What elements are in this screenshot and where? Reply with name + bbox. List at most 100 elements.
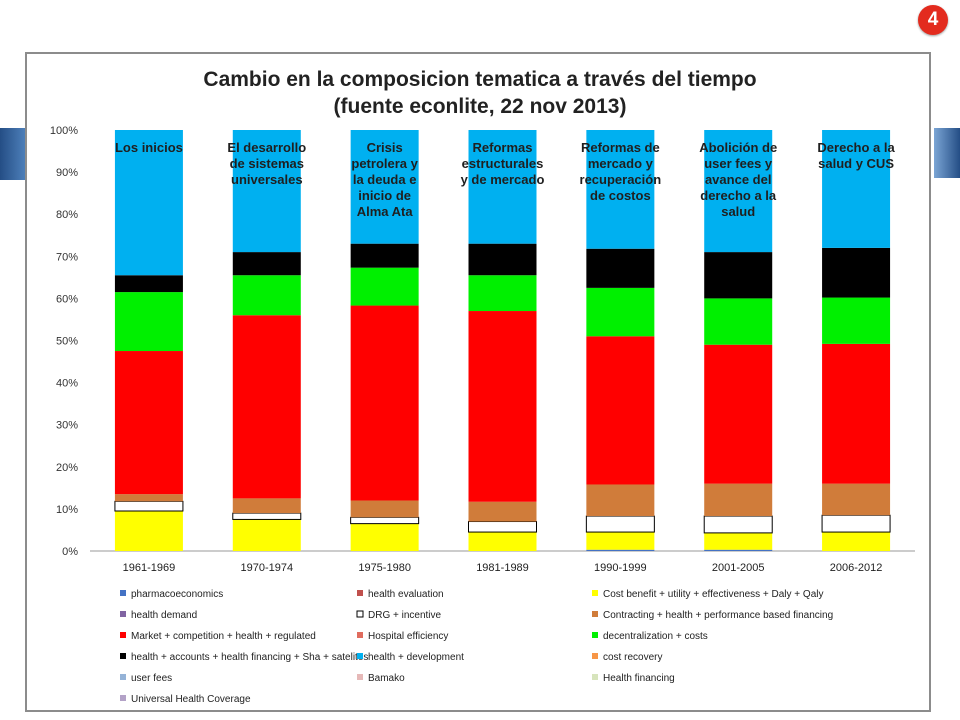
y-tick-label: 60% [56,293,78,305]
y-tick-label: 0% [62,546,78,558]
bar-segment [232,519,301,551]
legend-label: health + development [368,652,464,663]
chart-subtitle: (fuente econlite, 22 nov 2013) [333,95,627,118]
legend-swatch [356,610,364,618]
bar-segment [704,298,773,345]
bar-segment [468,311,537,502]
bar-segment [586,287,655,337]
y-tick-label: 50% [56,336,78,348]
legend-swatch [120,674,126,680]
x-tick-label: 1970-1974 [240,562,293,574]
bar-segment [114,130,183,276]
bar-segment [704,130,773,253]
chart-title: Cambio en la composicion tematica a trav… [203,68,757,91]
bar-segment [350,305,419,501]
legend-label: DRG + incentive [368,610,442,621]
period-annotation: Derecho a la salud y CUS [817,140,895,171]
bar-segment [114,275,183,293]
legend-label: cost recovery [603,652,662,663]
legend-label: user fees [131,673,172,684]
period-annotation: Los inicios [115,140,183,155]
x-tick-label: 2006-2012 [830,562,883,574]
legend-swatch [120,695,126,701]
period-annotation: El desarrollo de sistemas universales [227,140,306,187]
bar-segment [704,252,773,299]
bar-segment [114,494,183,502]
bar-segment [585,515,655,533]
legend-swatch [357,674,363,680]
legend-label: health + accounts + health financing + S… [131,652,368,663]
legend-swatch [120,653,126,659]
legend-label: Bamako [368,673,405,684]
bar-segment [468,521,537,533]
period-annotation: Reformas estructurales y de mercado [461,140,545,187]
legend-swatch [357,632,363,638]
legend-swatch [357,653,363,659]
bar-segment [350,243,419,268]
bar-segment [468,130,537,244]
bar-segment [350,500,419,518]
legend-label: pharmacoeconomics [131,589,223,600]
legend-label: Cost benefit + utility + effectiveness +… [603,589,823,600]
bar-segment [822,343,891,484]
x-tick-label: 1981-1989 [476,562,529,574]
legend-label: Market + competition + health + regulate… [131,631,316,642]
x-tick-label: 1961-1969 [123,562,176,574]
y-tick-label: 80% [56,209,78,221]
period-annotation: Reformas de mercado y recuperación de costo… [580,140,662,203]
bar-segment [586,484,655,517]
y-tick-label: 40% [56,378,78,390]
legend-swatch [592,653,598,659]
bar-segment [586,549,655,551]
bar-segment [704,532,773,550]
bar-segment [114,292,183,352]
x-tick-label: 1990-1999 [594,562,647,574]
legend-label: decentralization + costs [603,631,708,642]
legend-swatch [120,611,126,617]
bar-segment [822,130,891,248]
legend-swatch [592,632,598,638]
bar-segment [468,501,537,522]
legend-label: Universal Health Coverage [131,694,251,705]
right-header-accent [934,128,960,178]
slide-number-badge: 4 [918,5,948,35]
legend-label: Hospital efficiency [368,631,448,642]
legend-label: health evaluation [368,589,444,600]
legend-swatch [592,674,598,680]
y-tick-label: 20% [56,462,78,474]
y-tick-label: 70% [56,251,78,263]
y-tick-label: 10% [56,504,78,516]
period-annotation: Crisis petrolera y la deuda e inicio de Alma… [351,140,418,219]
left-header-accent [0,128,28,180]
bar-segment [821,514,891,533]
x-tick-label: 2001-2005 [712,562,765,574]
bar-segment [704,549,773,551]
bar-segment [468,532,537,551]
legend-swatch [357,590,363,596]
bar-segment [232,512,302,520]
legend-label: Contracting + health + performance based… [603,610,833,621]
period-annotation: Abolición de user fees y avance del derecho… [699,140,777,219]
bar-segment [704,344,773,484]
bar-segment [350,516,420,525]
legend-swatch [592,590,598,596]
bar-segment [468,275,537,312]
bar-segment [114,500,184,512]
bar-segment [822,532,891,551]
bar-segment [586,130,655,249]
bar-segment [704,483,773,517]
bar-segment [232,498,301,514]
x-tick-label: 1975-1980 [358,562,411,574]
bar-segment [822,247,891,298]
bar-segment [114,511,183,551]
y-tick-label: 90% [56,167,78,179]
bar-segment [350,267,419,306]
bar-segment [703,515,773,534]
bar-segment [232,275,301,316]
legend-swatch [120,590,126,596]
bar-segment [468,243,537,276]
bar-segment [114,351,183,495]
legend-label: health demand [131,610,197,621]
bar-segment [232,130,301,253]
bar-segment [232,315,301,499]
